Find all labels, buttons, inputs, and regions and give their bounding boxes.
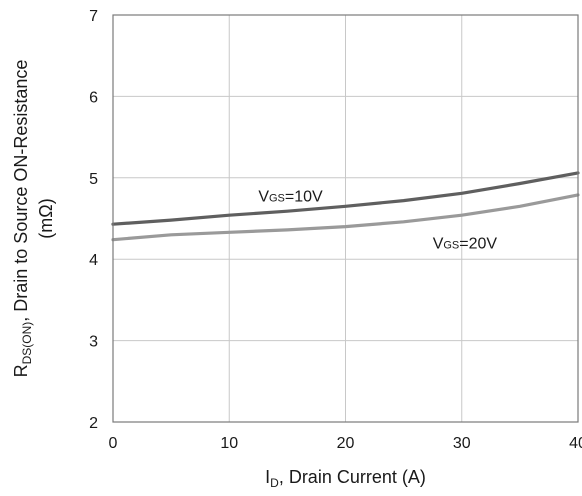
x-tick-label-0: 0 (109, 435, 118, 452)
series-label-vgs20: VGS=20V (433, 236, 498, 253)
y-tick-label-1: 3 (89, 334, 98, 351)
y-tick-label-2: 4 (89, 252, 98, 269)
tick-labels: 0 10 20 30 40 2 3 4 5 6 7 (89, 8, 582, 452)
series-line-1 (111, 193, 580, 242)
y-axis-label: RDS(ON), Drain to Source ON-Resistance (… (11, 60, 56, 378)
x-axis-label: ID, Drain Current (A) (265, 467, 426, 490)
y-tick-label-5: 7 (89, 8, 98, 25)
plot-frame (112, 14, 579, 423)
x-tick-label-1: 10 (220, 435, 238, 452)
y-tick-label-3: 5 (89, 171, 98, 188)
x-tick-label-2: 20 (337, 435, 355, 452)
x-tick-label-4: 40 (569, 435, 582, 452)
y-axis-label-line2: (mΩ) (36, 198, 56, 238)
y-tick-label-0: 2 (89, 415, 98, 432)
series-line-0 (111, 171, 580, 226)
y-tick-label-4: 6 (89, 89, 98, 106)
series-lines (111, 171, 580, 242)
y-axis-label-line1: RDS(ON), Drain to Source ON-Resistance (11, 60, 34, 378)
series-label-vgs10: VGS=10V (258, 188, 323, 205)
x-tick-label-3: 30 (453, 435, 471, 452)
